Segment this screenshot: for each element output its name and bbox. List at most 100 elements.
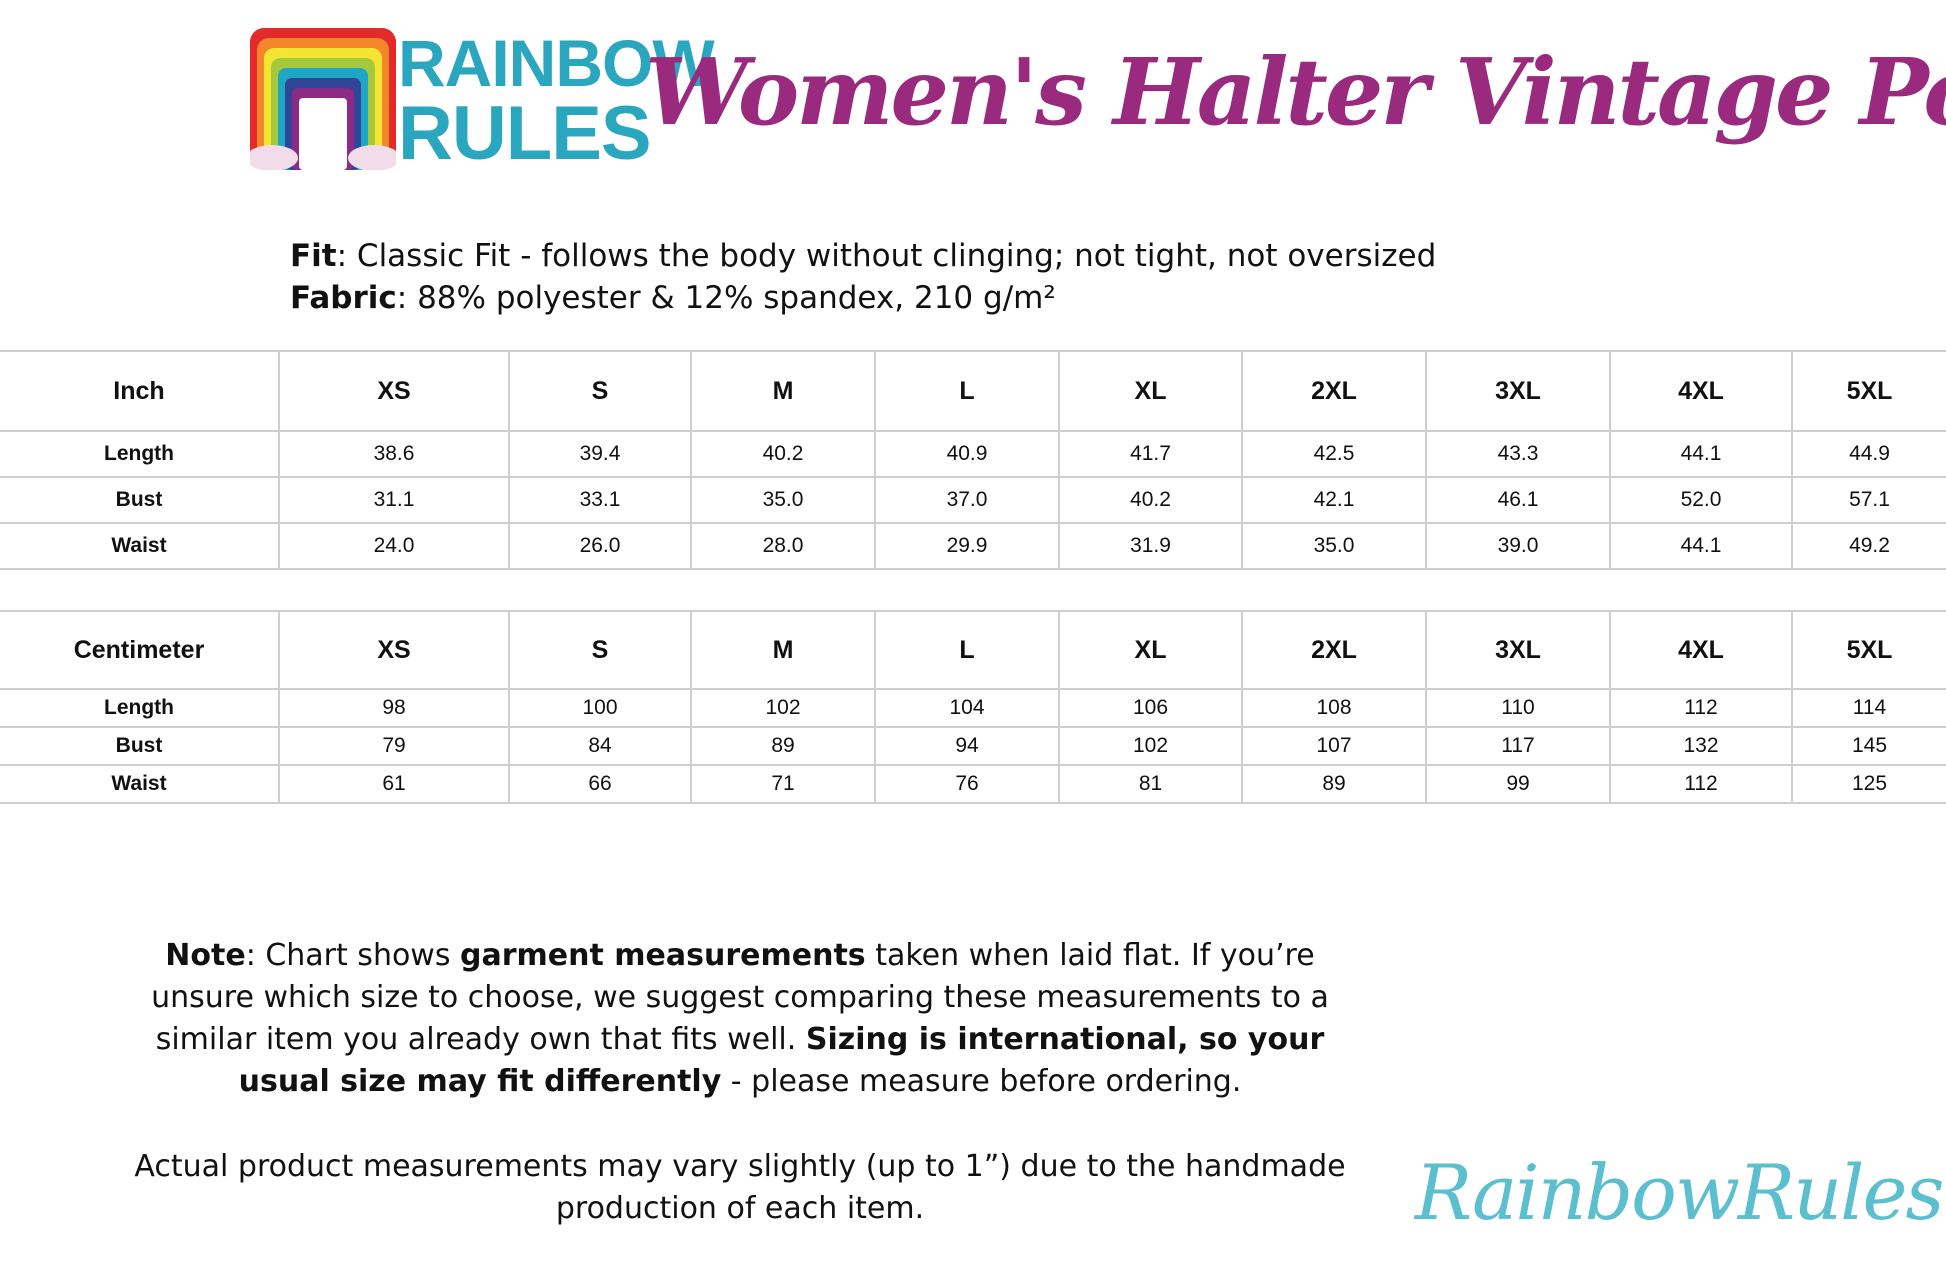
fit-value: : Classic Fit - follows the body without… <box>336 238 1437 274</box>
measurement-cell: 66 <box>508 764 692 804</box>
table-header-row: Inch XS S M L XL 2XL 3XL 4XL 5XL <box>0 350 1946 432</box>
logo-text-rainbow: RAINBOW <box>398 26 715 100</box>
measurement-cell: 79 <box>278 726 510 766</box>
measurement-cell: 42.5 <box>1241 430 1427 478</box>
measurement-cell: 31.1 <box>278 476 510 524</box>
measurement-cell: 107 <box>1241 726 1427 766</box>
measurement-cell: 38.6 <box>278 430 510 478</box>
measurement-label: Waist <box>0 764 280 804</box>
measurement-cell: 104 <box>874 688 1060 728</box>
note-bold: Sizing is international, so your usual s… <box>238 1022 1325 1099</box>
measurement-cell: 71 <box>690 764 876 804</box>
measurement-cell: 112 <box>1609 764 1793 804</box>
measurement-cell: 33.1 <box>508 476 692 524</box>
size-header: 5XL <box>1791 610 1946 690</box>
measurement-label: Waist <box>0 522 280 570</box>
size-header: 5XL <box>1791 350 1946 432</box>
size-header: L <box>874 610 1060 690</box>
measurement-cell: 125 <box>1791 764 1946 804</box>
fit-line: Fit: Classic Fit - follows the body with… <box>290 238 1436 274</box>
fit-label: Fit <box>290 238 337 274</box>
measurement-cell: 145 <box>1791 726 1946 766</box>
measurement-cell: 40.2 <box>690 430 876 478</box>
measurement-cell: 81 <box>1058 764 1243 804</box>
measurement-cell: 46.1 <box>1425 476 1611 524</box>
size-header: 4XL <box>1609 610 1793 690</box>
size-header: XL <box>1058 350 1243 432</box>
measurement-cell: 110 <box>1425 688 1611 728</box>
page-title: Women's Halter Vintage Pocket Dress <box>645 38 1946 146</box>
table-row: Waist 24.0 26.0 28.0 29.9 31.9 35.0 39.0 44.1 49.… <box>0 522 1946 570</box>
measurement-label: Length <box>0 688 280 728</box>
centimeter-size-table: Centimeter XS S M L XL 2XL 3XL 4XL 5XL Length 98 100… <box>0 610 1946 804</box>
measurement-cell: 31.9 <box>1058 522 1243 570</box>
size-header: S <box>508 350 692 432</box>
table-header-row: Centimeter XS S M L XL 2XL 3XL 4XL 5XL <box>0 610 1946 690</box>
measurement-cell: 102 <box>690 688 876 728</box>
measurement-cell: 43.3 <box>1425 430 1611 478</box>
measurement-cell: 98 <box>278 688 510 728</box>
measurement-cell: 57.1 <box>1791 476 1946 524</box>
measurement-cell: 37.0 <box>874 476 1060 524</box>
unit-header: Centimeter <box>0 610 280 690</box>
measurement-label: Bust <box>0 726 280 766</box>
measurement-cell: 89 <box>1241 764 1427 804</box>
size-header: XS <box>278 350 510 432</box>
size-header: 2XL <box>1241 610 1427 690</box>
fabric-line: Fabric: 88% polyester & 12% spandex, 210… <box>290 280 1056 316</box>
size-header: 2XL <box>1241 350 1427 432</box>
measurement-cell: 42.1 <box>1241 476 1427 524</box>
measurement-cell: 29.9 <box>874 522 1060 570</box>
measurement-cell: 89 <box>690 726 876 766</box>
measurement-cell: 44.1 <box>1609 522 1793 570</box>
table-row: Length 98 100 102 104 106 108 110 112 114 <box>0 688 1946 728</box>
measurement-cell: 61 <box>278 764 510 804</box>
measurement-cell: 26.0 <box>508 522 692 570</box>
disclaimer: Actual product measurements may vary sli… <box>134 1149 1346 1226</box>
measurement-cell: 28.0 <box>690 522 876 570</box>
inch-size-table: Inch XS S M L XL 2XL 3XL 4XL 5XL Length 38.6 39.4 40.… <box>0 350 1946 570</box>
measurement-cell: 24.0 <box>278 522 510 570</box>
size-header: 3XL <box>1425 610 1611 690</box>
measurement-cell: 40.9 <box>874 430 1060 478</box>
measurement-label: Bust <box>0 476 280 524</box>
measurement-cell: 39.0 <box>1425 522 1611 570</box>
table-row: Bust 79 84 89 94 102 107 117 132 145 <box>0 726 1946 766</box>
measurement-cell: 35.0 <box>690 476 876 524</box>
rainbow-logo-icon <box>250 28 396 170</box>
table-row: Waist 61 66 71 76 81 89 99 112 125 <box>0 764 1946 804</box>
size-header: 3XL <box>1425 350 1611 432</box>
size-header: S <box>508 610 692 690</box>
note-bold: garment measurements <box>460 938 866 973</box>
fabric-value: : 88% polyester & 12% spandex, 210 g/m² <box>396 280 1056 316</box>
table-row: Bust 31.1 33.1 35.0 37.0 40.2 42.1 46.1 52.0 57.1 <box>0 476 1946 524</box>
logo-wordmark: RAINBOW RULES <box>398 26 715 176</box>
logo-text-rules: RULES <box>398 91 652 176</box>
measurement-cell: 99 <box>1425 764 1611 804</box>
note-label: Note <box>165 938 246 973</box>
measurement-cell: 117 <box>1425 726 1611 766</box>
note-text: taken when laid flat. If you’re unsure w… <box>151 938 1329 1057</box>
size-header: 4XL <box>1609 350 1793 432</box>
measurement-cell: 44.9 <box>1791 430 1946 478</box>
table-row: Length 38.6 39.4 40.2 40.9 41.7 42.5 43.3 44.1 44… <box>0 430 1946 478</box>
measurement-cell: 102 <box>1058 726 1243 766</box>
measurement-cell: 76 <box>874 764 1060 804</box>
measurement-cell: 40.2 <box>1058 476 1243 524</box>
measurement-cell: 108 <box>1241 688 1427 728</box>
note-text: : Chart shows <box>245 938 461 973</box>
size-header: M <box>690 350 876 432</box>
measurement-cell: 41.7 <box>1058 430 1243 478</box>
measurement-cell: 112 <box>1609 688 1793 728</box>
website-link[interactable]: RainbowRules.com <box>1415 1148 1946 1237</box>
measurement-label: Length <box>0 430 280 478</box>
unit-header: Inch <box>0 350 280 432</box>
measurement-cell: 100 <box>508 688 692 728</box>
sizing-note: Note: Chart shows garment measurements t… <box>130 935 1350 1103</box>
measurement-cell: 114 <box>1791 688 1946 728</box>
size-header: M <box>690 610 876 690</box>
measurement-cell: 84 <box>508 726 692 766</box>
measurement-cell: 49.2 <box>1791 522 1946 570</box>
measurement-cell: 39.4 <box>508 430 692 478</box>
